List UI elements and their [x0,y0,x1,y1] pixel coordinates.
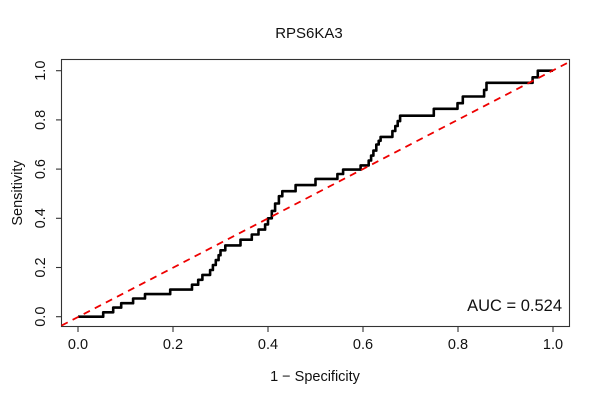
x-tick-label: 0.2 [163,337,183,353]
y-tick-label: 0.0 [33,307,49,327]
roc-curve-line [78,69,553,319]
auc-annotation: AUC = 0.524 [467,297,562,315]
x-tick-label: 1.0 [543,337,563,353]
x-axis-title: 1 − Specificity [270,369,361,385]
y-tick-label: 1.0 [33,61,49,81]
y-tick-label: 0.6 [33,159,49,179]
y-axis-title: Sensitivity [10,160,26,226]
x-tick-label: 0.0 [68,337,88,353]
x-tick-label: 0.4 [258,337,278,353]
y-tick-label: 0.8 [33,110,49,130]
x-tick-label: 0.6 [353,337,373,353]
y-tick-label: 0.4 [33,208,49,228]
y-axis: 0.0 0.2 0.4 0.6 0.8 1.0 [33,61,62,327]
chance-diagonal-line [61,61,570,327]
y-tick-label: 0.2 [33,257,49,277]
plot-box [60,58,571,328]
series-layer [61,61,570,327]
x-tick-label: 0.8 [448,337,468,353]
chart-title: RPS6KA3 [275,25,343,42]
x-axis: 0.0 0.2 0.4 0.6 0.8 1.0 [68,326,563,353]
